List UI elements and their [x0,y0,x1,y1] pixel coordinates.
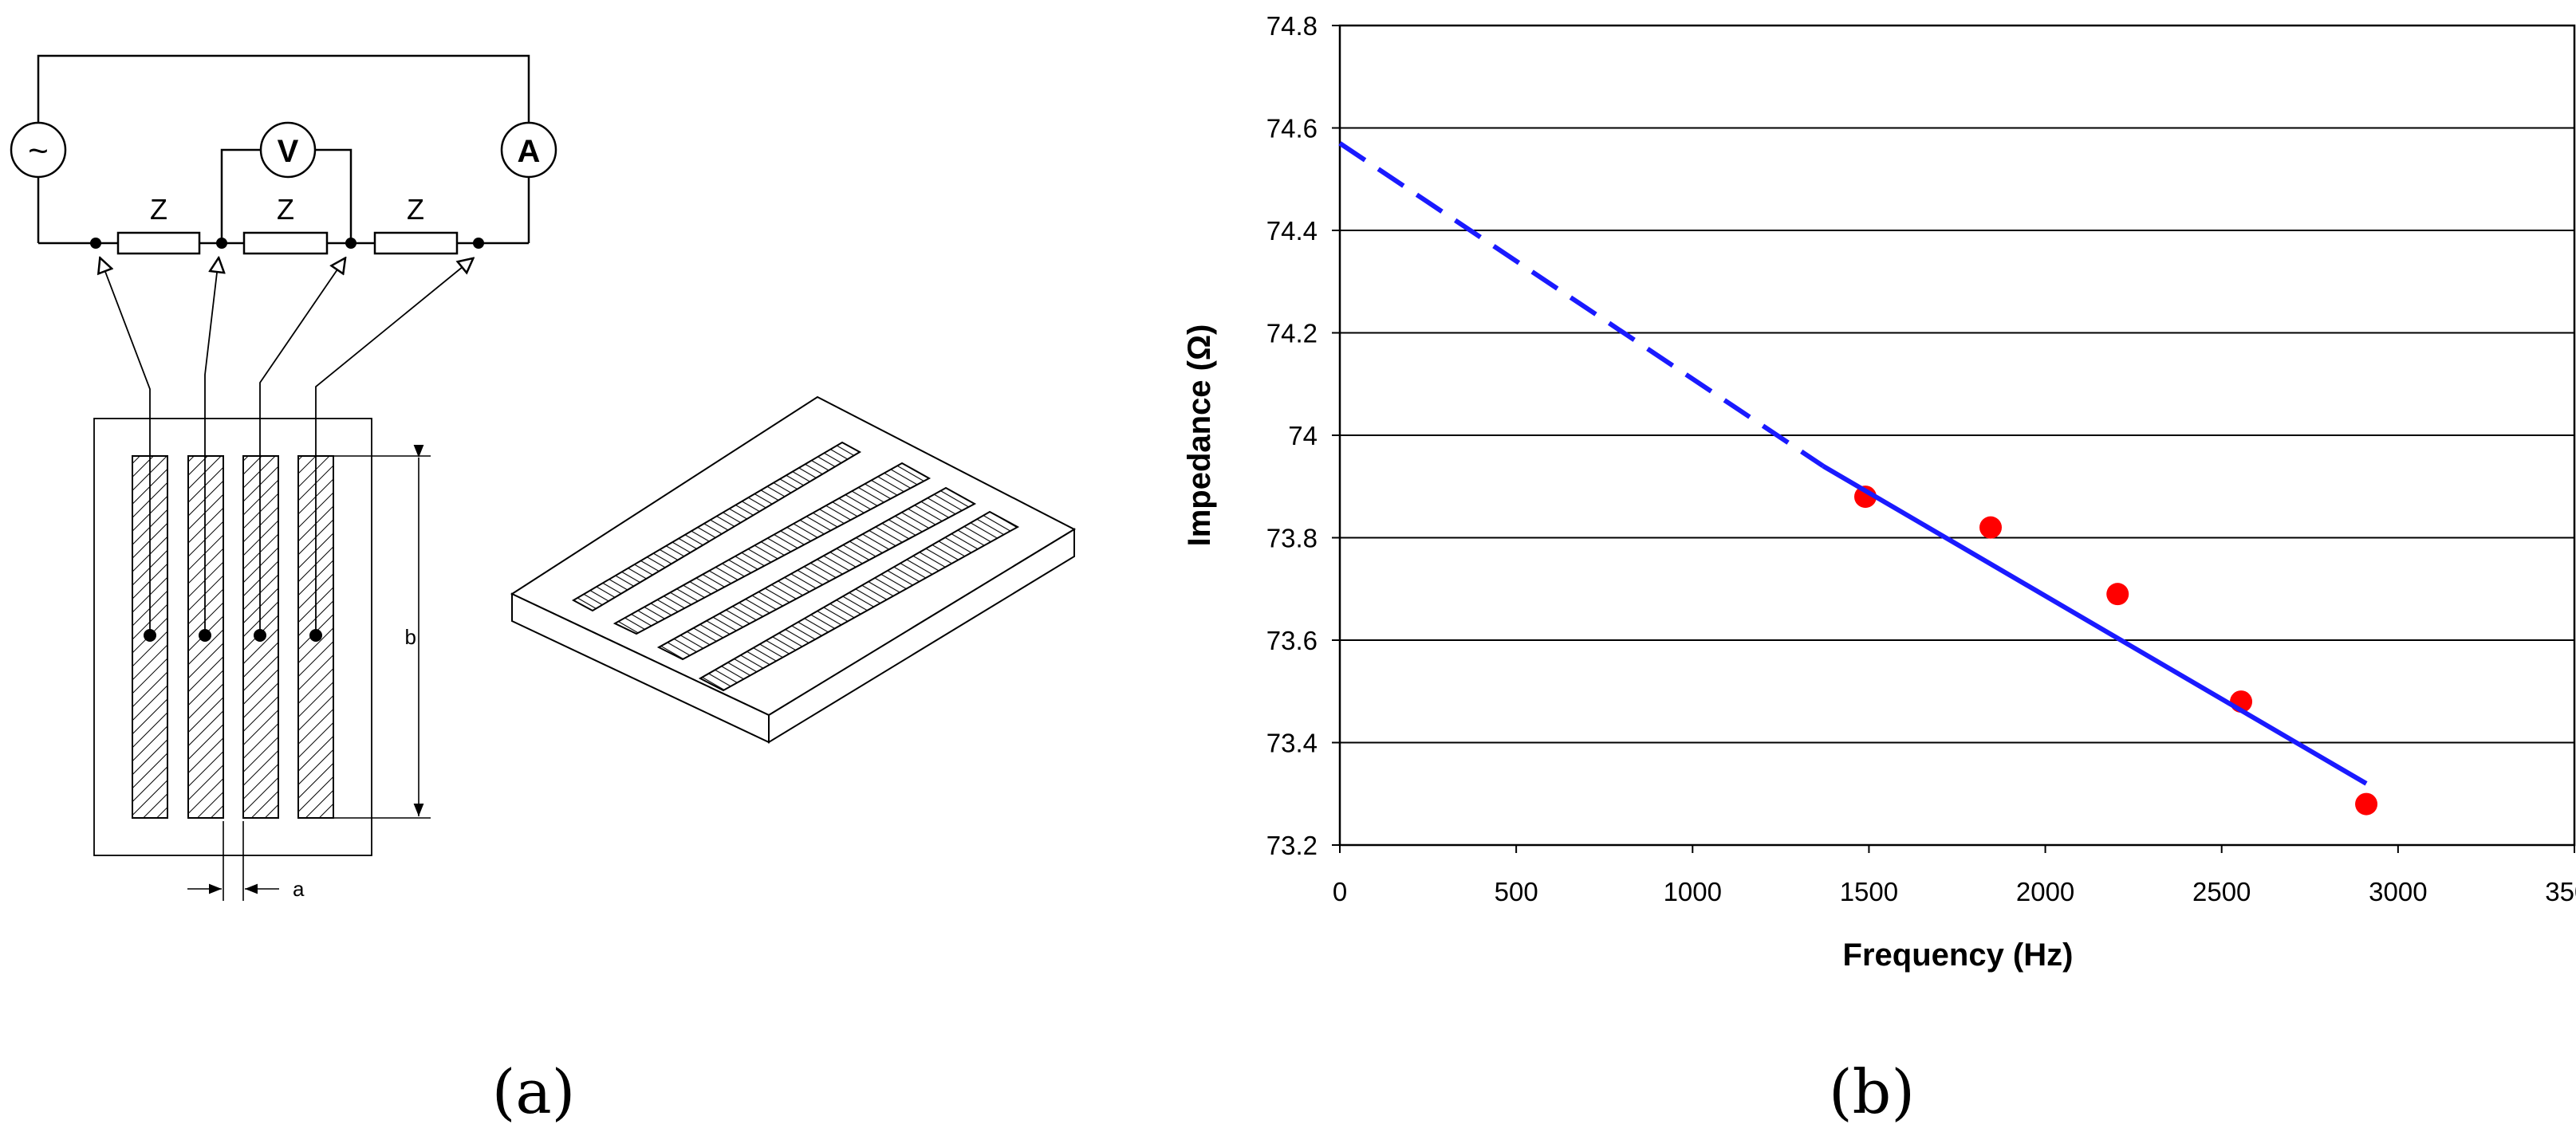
panel-a-label: (a) [492,1056,576,1127]
x-tick-label: 1000 [1664,877,1722,906]
impedance-label-2: Z [277,193,294,226]
x-tick-label: 1500 [1840,877,1898,906]
voltmeter-symbol: V [259,121,317,179]
data-point [2106,583,2129,606]
electrode-3d-2 [612,462,932,635]
electrode-3d-1 [571,441,862,612]
circuit-wire-top [37,54,530,124]
impedance-2 [242,231,329,255]
x-axis-label: Frequency (Hz) [1843,938,2074,973]
gridlines [1340,127,2574,744]
ammeter-symbol: A [500,121,557,179]
substrate-front-face [511,592,770,744]
impedance-label-1: Z [150,193,167,226]
y-tick-label: 73.8 [1266,524,1318,553]
ammeter-label: A [518,134,541,169]
electrode-3d-4 [698,510,1020,692]
sample-top-view: b a [93,259,472,901]
dimension-a-label: a [293,877,305,901]
voltmeter-label: V [278,134,299,169]
impedance-label-3: Z [407,193,424,226]
x-tick-label: 2500 [2192,877,2251,906]
y-tick-label: 74.2 [1266,319,1318,348]
electrode-leads [100,259,472,635]
panel-b-chart: 0500100015002000250030003500 73.273.473.… [1182,11,2576,1127]
y-tick-label: 73.2 [1266,831,1318,860]
data-point [1979,516,2003,539]
electrode-3d-3 [656,486,977,661]
dimension-b [333,445,431,819]
ac-source-glyph: ~ [28,132,49,171]
y-axis-ticks: 73.2 73.4 73.6 73.8 74 74.2 74.4 74.6 74.8 [1266,11,1340,860]
x-tick-label: 0 [1333,877,1347,906]
series-layer [1338,141,2378,816]
ac-source-symbol: ~ [10,121,67,179]
x-tick-label: 500 [1495,877,1538,906]
y-tick-label: 74 [1288,421,1318,450]
y-tick-label: 73.6 [1266,626,1318,655]
impedance-resistors [116,231,459,255]
y-tick-label: 74.6 [1266,114,1318,143]
sample-3d-view [510,395,1077,744]
y-tick-label: 74.8 [1266,11,1318,41]
substrate-top-face [510,395,1077,717]
panel-a: ~ V A Z Z Z [10,54,1077,1127]
dimension-a [187,821,279,901]
data-point [2355,792,2378,816]
x-tick-label: 3000 [2369,877,2427,906]
dimension-b-label: b [405,625,416,649]
fit-line [1822,463,2368,786]
impedance-1 [116,231,201,255]
contact-points [144,629,322,642]
y-tick-label: 74.4 [1266,216,1318,246]
y-tick-label: 73.4 [1266,729,1318,758]
extrapolation-dashed-line [1338,141,1825,469]
x-axis-ticks: 0 500 1000 1500 2000 2500 3000 3500 [1333,845,2576,906]
y-axis-label: Impedance (Ω) [1182,324,1217,547]
impedance-3 [373,231,459,255]
voltmeter-wire [220,148,260,243]
panel-b-label: (b) [1829,1056,1915,1127]
junction-dots [90,238,484,249]
x-tick-label: 2000 [2016,877,2074,906]
x-tick-label: 3500 [2545,877,2576,906]
data-point [1854,485,1877,509]
